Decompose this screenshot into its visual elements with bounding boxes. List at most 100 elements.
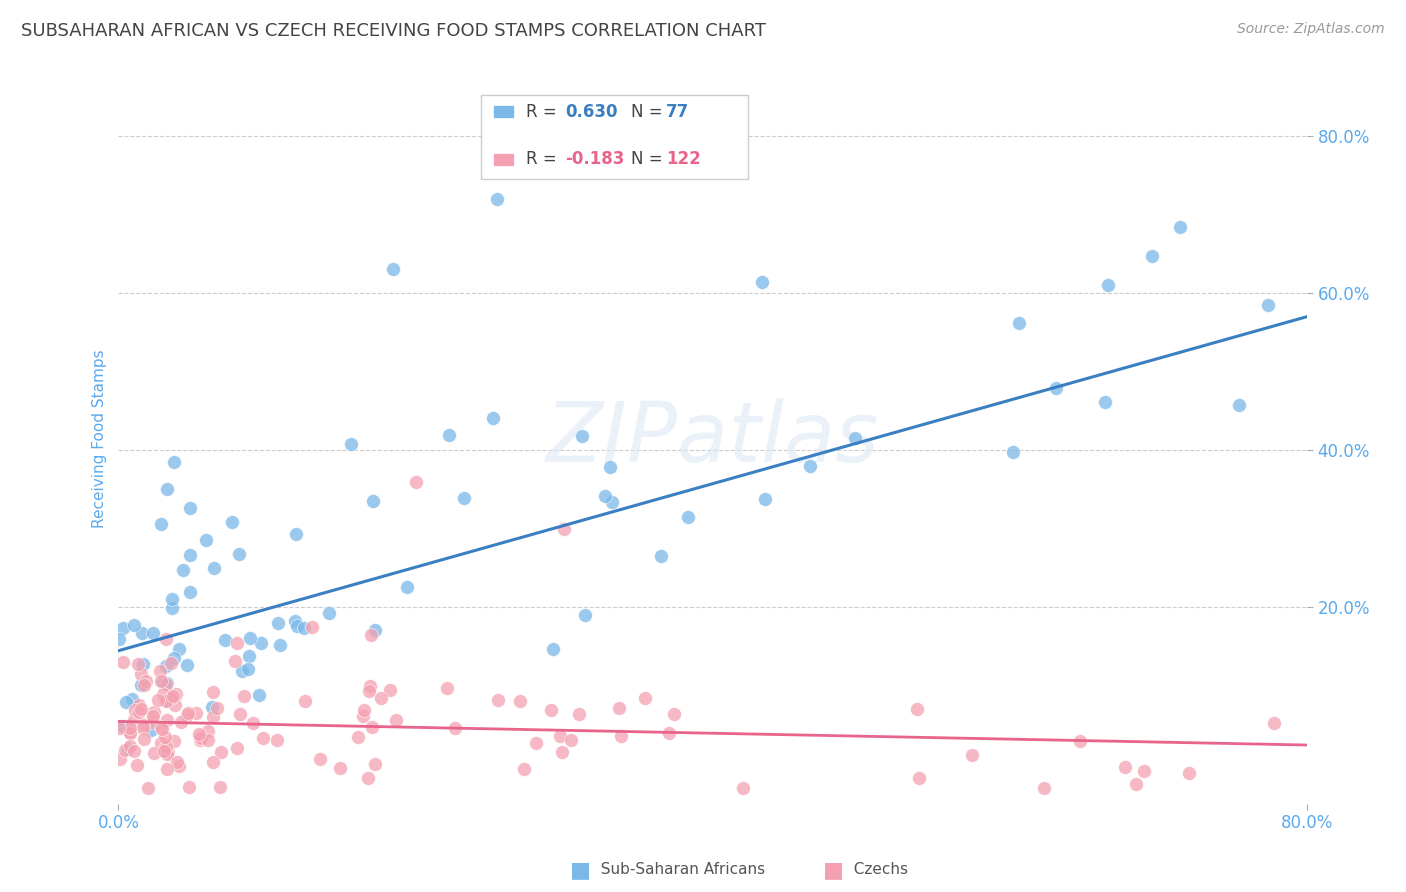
Point (249, 689, 271, 703)
Point (754, 491, 776, 506)
Point (111, 621, 134, 635)
Point (179, 548, 201, 562)
Point (318, 607, 340, 621)
Text: Czechs: Czechs (844, 863, 908, 877)
Point (139, 723, 162, 738)
Text: Sub-Saharan Africans: Sub-Saharan Africans (591, 863, 765, 877)
Point (156, 747, 179, 761)
Point (574, 607, 596, 622)
Point (359, 679, 381, 693)
Text: ZIPatlas: ZIPatlas (546, 398, 880, 479)
Point (607, 701, 630, 715)
Point (221, 516, 243, 530)
Point (540, 703, 562, 717)
Point (160, 600, 183, 615)
Point (128, 698, 150, 712)
Point (135, 674, 157, 689)
Point (197, 723, 219, 738)
Point (513, 763, 536, 777)
Point (1263, 716, 1285, 731)
Point (153, 730, 176, 744)
Point (125, 758, 148, 772)
Point (205, 701, 228, 715)
Point (301, 620, 323, 634)
Point (364, 623, 387, 637)
Point (524, 736, 547, 750)
Point (142, 708, 165, 723)
Point (266, 733, 288, 747)
Point (108, 752, 131, 766)
Point (571, 429, 593, 443)
Point (176, 708, 198, 723)
Point (357, 772, 380, 786)
Point (112, 719, 135, 733)
Point (160, 592, 183, 607)
Point (201, 710, 224, 724)
Point (595, 489, 617, 503)
Point (108, 632, 131, 647)
Point (118, 739, 141, 754)
Point (1178, 765, 1201, 780)
Point (156, 713, 179, 727)
Point (1069, 734, 1091, 748)
Point (228, 547, 250, 561)
Point (150, 722, 173, 736)
Point (128, 706, 150, 720)
Point (202, 561, 225, 575)
Point (149, 665, 172, 679)
Point (658, 726, 681, 740)
Text: ■: ■ (569, 860, 591, 880)
Point (436, 681, 458, 695)
Point (751, 275, 773, 289)
Text: -0.183: -0.183 (565, 150, 624, 169)
Point (152, 675, 174, 690)
Point (678, 509, 700, 524)
Point (238, 662, 260, 676)
Point (115, 695, 138, 709)
Point (132, 722, 155, 736)
Point (353, 703, 375, 717)
Point (453, 491, 475, 505)
Point (600, 494, 623, 508)
Point (118, 724, 141, 739)
Point (239, 631, 262, 645)
Point (378, 683, 401, 698)
Point (163, 651, 186, 665)
Point (155, 739, 177, 754)
Point (634, 690, 657, 705)
Point (486, 192, 509, 206)
Point (370, 690, 392, 705)
Point (405, 475, 427, 489)
Point (156, 676, 179, 690)
Point (149, 517, 172, 532)
Point (226, 636, 249, 650)
Point (124, 744, 146, 758)
Point (163, 455, 186, 469)
Point (285, 619, 308, 633)
Text: Source: ZipAtlas.com: Source: ZipAtlas.com (1237, 22, 1385, 37)
Point (152, 687, 174, 701)
Point (352, 709, 374, 723)
Point (156, 482, 179, 496)
FancyBboxPatch shape (494, 153, 515, 166)
Point (134, 678, 156, 692)
Point (201, 700, 224, 714)
Point (132, 717, 155, 731)
Point (599, 460, 621, 475)
Point (548, 730, 571, 744)
Point (187, 726, 209, 740)
Point (340, 437, 363, 451)
Point (1033, 781, 1056, 796)
Point (170, 714, 193, 729)
Point (284, 527, 307, 541)
Point (121, 692, 143, 706)
Point (444, 721, 467, 735)
Point (1001, 445, 1024, 459)
Point (167, 641, 190, 656)
Point (550, 745, 572, 759)
Point (129, 702, 152, 716)
Point (160, 657, 183, 671)
Point (167, 759, 190, 773)
Point (360, 628, 382, 642)
Text: 0.630: 0.630 (565, 103, 617, 120)
